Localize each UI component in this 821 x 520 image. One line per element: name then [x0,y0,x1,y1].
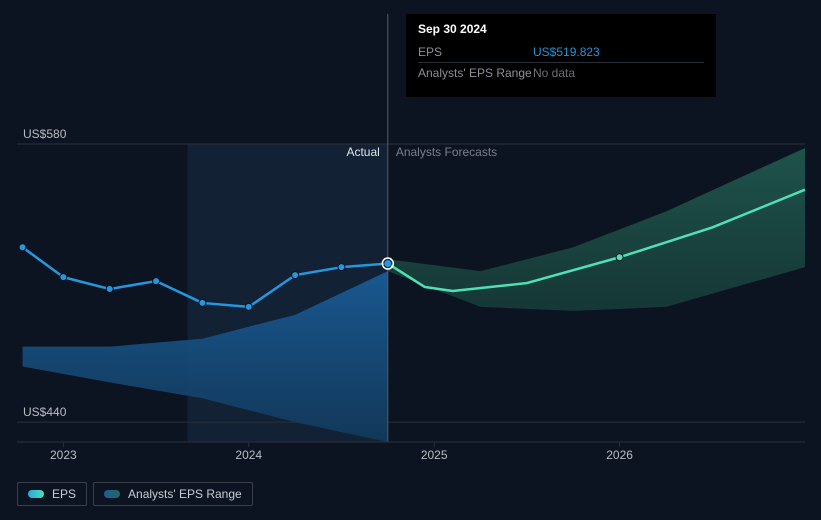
legend-label: EPS [52,487,76,501]
tooltip-label: Analysts' EPS Range [418,66,533,80]
eps-chart: US$580 US$440 Actual Analysts Forecasts 2023… [0,0,821,520]
svg-text:2023: 2023 [50,448,77,462]
svg-text:Analysts Forecasts: Analysts Forecasts [396,145,497,159]
chart-tooltip: Sep 30 2024 EPS US$519.823 Analysts' EPS… [406,14,716,97]
legend-item-range[interactable]: Analysts' EPS Range [93,482,253,506]
tooltip-row-eps: EPS US$519.823 [418,42,704,63]
tooltip-date: Sep 30 2024 [418,22,704,36]
svg-text:US$580: US$580 [23,127,67,141]
tooltip-value: No data [533,66,575,80]
legend-item-eps[interactable]: EPS [17,482,87,506]
svg-text:US$440: US$440 [23,405,67,419]
svg-text:2026: 2026 [606,448,633,462]
tooltip-row-range: Analysts' EPS Range No data [418,63,704,83]
svg-text:2024: 2024 [235,448,262,462]
svg-text:Actual: Actual [346,145,379,159]
chart-legend: EPS Analysts' EPS Range [17,482,253,506]
legend-label: Analysts' EPS Range [128,487,242,501]
tooltip-value: US$519.823 [533,45,600,59]
legend-swatch-icon [28,490,44,498]
tooltip-label: EPS [418,45,533,59]
svg-text:2025: 2025 [421,448,448,462]
legend-swatch-icon [104,490,120,498]
